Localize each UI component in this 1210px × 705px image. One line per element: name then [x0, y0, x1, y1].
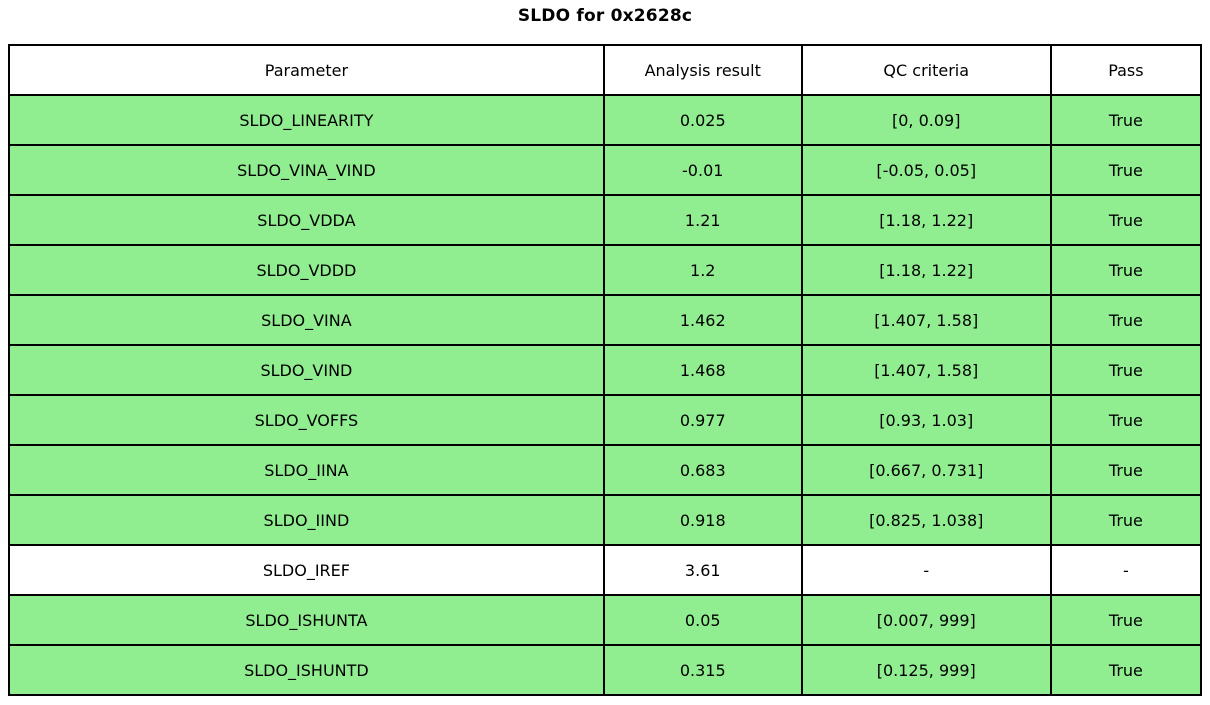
table-body: SLDO_LINEARITY 0.025 [0, 0.09] True SLDO_VIN…	[8, 94, 1203, 696]
column-header-parameter: Parameter	[8, 44, 605, 96]
table-row: SLDO_IREF 3.61- -	[8, 544, 1203, 596]
table-cell: SLDO_IIND	[8, 494, 605, 546]
table-cell: True	[1049, 144, 1203, 196]
column-header-analysis-result: Analysis result	[602, 44, 803, 96]
table-row: SLDO_VDDD 1.2 [1.18, 1.22] True	[8, 244, 1203, 296]
table-cell: True	[1049, 444, 1203, 496]
table-cell: [-0.05, 0.05]	[800, 144, 1052, 196]
table-cell: -0.01	[602, 144, 803, 196]
table-cell: [1.18, 1.22]	[800, 194, 1052, 246]
table-cell: -	[800, 544, 1052, 596]
table-cell: SLDO_IINA	[8, 444, 605, 496]
table-cell: SLDO_VDDD	[8, 244, 605, 296]
table-header-row: Parameter Analysis result QC criteria Pass	[8, 44, 1203, 96]
table-cell: True	[1049, 594, 1203, 646]
page-title: SLDO for 0x2628c	[517, 6, 693, 26]
table-cell: 0.683	[602, 444, 803, 496]
table-cell: True	[1049, 494, 1203, 546]
table-cell: SLDO_VDDA	[8, 194, 605, 246]
table-cell: [0.825, 1.038]	[800, 494, 1052, 546]
table-row: SLDO_IIND 0.918 [0.825, 1.038] True	[8, 494, 1203, 546]
table-cell: [0.125, 999]	[800, 644, 1052, 696]
table-cell: 0.977	[602, 394, 803, 446]
table-cell: 1.468	[602, 344, 803, 396]
table-cell: SLDO_VINA_VIND	[8, 144, 605, 196]
table-cell: 0.025	[602, 94, 803, 146]
table-cell: [1.407, 1.58]	[800, 294, 1052, 346]
table-cell: SLDO_VINA	[8, 294, 605, 346]
column-header-pass: Pass	[1049, 44, 1203, 96]
table-cell: True	[1049, 294, 1203, 346]
table-row: SLDO_VINA_VIND -0.01 [-0.05, 0.05] True	[8, 144, 1203, 196]
qc-results-table: Parameter Analysis result QC criteria Pass …	[8, 44, 1203, 696]
table-cell: 0.05	[602, 594, 803, 646]
table-cell: SLDO_ISHUNTD	[8, 644, 605, 696]
table-cell: True	[1049, 244, 1203, 296]
table-cell: SLDO_IREF	[8, 544, 605, 596]
table-row: SLDO_VIND 1.468 [1.407, 1.58] True	[8, 344, 1203, 396]
table-cell: 0.918	[602, 494, 803, 546]
table-cell: 1.462	[602, 294, 803, 346]
table-cell: 1.2	[602, 244, 803, 296]
table-cell: [0, 0.09]	[800, 94, 1052, 146]
table-cell: -	[1049, 544, 1203, 596]
table-cell: SLDO_LINEARITY	[8, 94, 605, 146]
table-cell: [1.407, 1.58]	[800, 344, 1052, 396]
table-cell: [0.93, 1.03]	[800, 394, 1052, 446]
table-cell: True	[1049, 94, 1203, 146]
table-cell: SLDO_VOFFS	[8, 394, 605, 446]
table-cell: 0.315	[602, 644, 803, 696]
table-row: SLDO_VOFFS 0.977 [0.93, 1.03] True	[8, 394, 1203, 446]
table-cell: [1.18, 1.22]	[800, 244, 1052, 296]
table-cell: True	[1049, 344, 1203, 396]
table-cell: True	[1049, 644, 1203, 696]
table-cell: [0.007, 999]	[800, 594, 1052, 646]
table-row: SLDO_VDDA 1.21 [1.18, 1.22] True	[8, 194, 1203, 246]
table-cell: True	[1049, 194, 1203, 246]
table-row: SLDO_ISHUNTA 0.05 [0.007, 999] True	[8, 594, 1203, 646]
column-header-qc-criteria: QC criteria	[800, 44, 1052, 96]
table-cell: 3.61	[602, 544, 803, 596]
table-cell: True	[1049, 394, 1203, 446]
table-cell: [0.667, 0.731]	[800, 444, 1052, 496]
table-row: SLDO_IINA 0.683 [0.667, 0.731] True	[8, 444, 1203, 496]
table-row: SLDO_VINA 1.462 [1.407, 1.58] True	[8, 294, 1203, 346]
table-cell: 1.21	[602, 194, 803, 246]
table-cell: SLDO_VIND	[8, 344, 605, 396]
table-cell: SLDO_ISHUNTA	[8, 594, 605, 646]
table-row: SLDO_LINEARITY 0.025 [0, 0.09] True	[8, 94, 1203, 146]
table-row: SLDO_ISHUNTD 0.315 [0.125, 999] True	[8, 644, 1203, 696]
